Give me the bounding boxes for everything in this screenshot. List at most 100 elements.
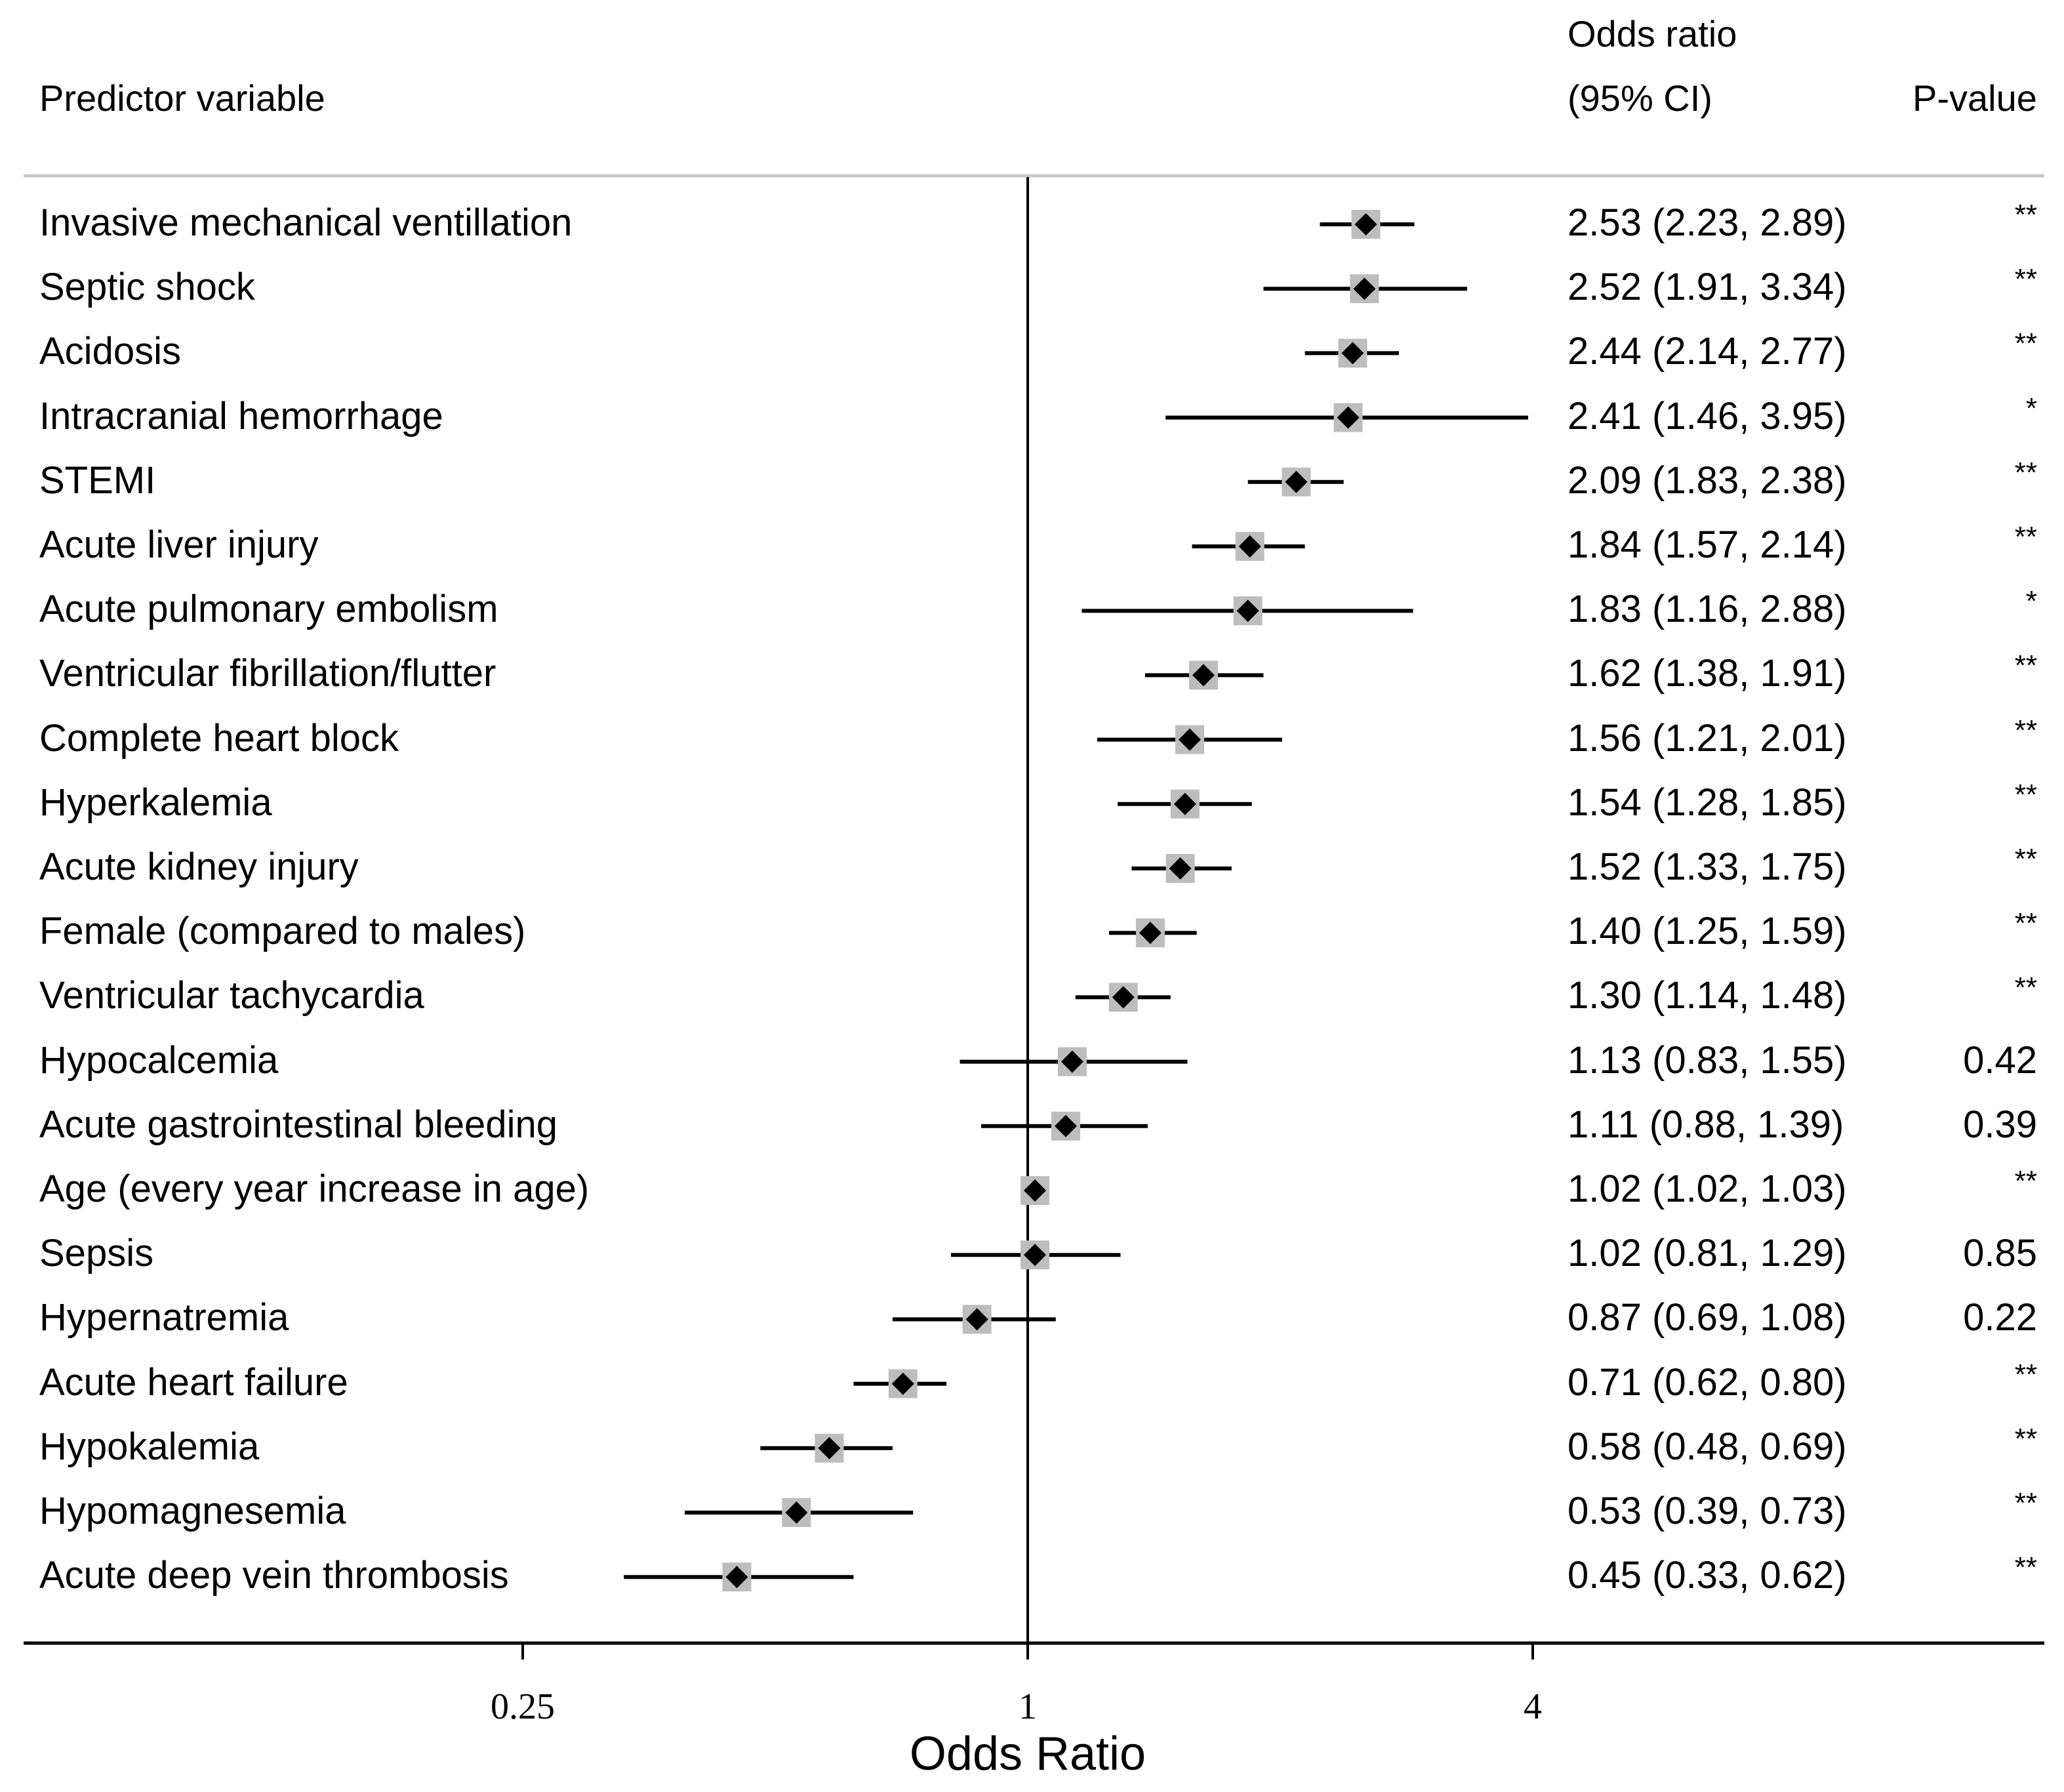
point-estimate-diamond: [1178, 728, 1201, 751]
point-estimate-diamond: [1192, 664, 1215, 687]
point-estimate-diamond: [1169, 857, 1192, 880]
point-estimate-diamond: [1054, 1114, 1077, 1137]
p-value: 0.39: [1963, 1103, 2037, 1146]
forest-row-marks: [1305, 338, 1399, 368]
forest-row-marks: [1118, 789, 1252, 819]
row-label: Age (every year increase in age): [39, 1168, 590, 1210]
forest-row-marks: [853, 1369, 947, 1398]
row-label: Hypocalcemia: [39, 1038, 279, 1082]
p-value: **: [2014, 1487, 2037, 1519]
row-label: Female (compared to males): [39, 910, 526, 953]
odds-ratio-ci-value: 1.02 (0.81, 1.29): [1568, 1232, 1847, 1275]
row-label: Acute pulmonary embolism: [39, 588, 498, 631]
row-label: Hypomagnesemia: [39, 1490, 346, 1532]
row-label: Hyperkalemia: [39, 781, 272, 824]
odds-ratio-ci-value: 0.87 (0.69, 1.08): [1568, 1296, 1847, 1339]
point-estimate-diamond: [1112, 986, 1135, 1009]
odds-ratio-ci-value: 1.13 (0.83, 1.55): [1568, 1038, 1847, 1082]
p-value: *: [2025, 392, 2037, 424]
p-value: **: [2014, 1165, 2037, 1197]
odds-ratio-ci-value: 1.84 (1.57, 2.14): [1568, 523, 1847, 566]
odds-ratio-ci-value: 2.44 (2.14, 2.77): [1568, 330, 1847, 373]
row-label: Hypokalemia: [39, 1425, 260, 1468]
row-label: STEMI: [39, 458, 156, 502]
row-label: Acute kidney injury: [39, 845, 359, 888]
x-tick-label: 1: [1019, 1686, 1037, 1727]
p-value: 0.22: [1963, 1296, 2037, 1339]
odds-ratio-ci-value: 0.45 (0.33, 0.62): [1568, 1554, 1847, 1597]
forest-row-marks: [1131, 854, 1232, 883]
point-estimate-diamond: [725, 1566, 748, 1589]
p-value: **: [2014, 649, 2037, 682]
p-value: **: [2014, 1422, 2037, 1455]
odds-ratio-ci-value: 2.41 (1.46, 3.95): [1568, 394, 1847, 438]
point-estimate-diamond: [1238, 535, 1261, 558]
p-value: **: [2014, 907, 2037, 940]
p-value: **: [2014, 1551, 2037, 1584]
odds-ratio-ci-value: 1.54 (1.28, 1.85): [1568, 781, 1847, 824]
odds-ratio-ci-value: 1.83 (1.16, 2.88): [1568, 588, 1847, 631]
forest-row-marks: [1082, 596, 1413, 626]
odds-ratio-ci-value: 2.09 (1.83, 2.38): [1568, 458, 1847, 502]
point-estimate-diamond: [818, 1436, 841, 1459]
row-label: Hypernatremia: [39, 1296, 289, 1339]
point-estimate-diamond: [965, 1308, 988, 1331]
odds-ratio-header: Odds ratio: [1568, 13, 1737, 54]
row-label: Sepsis: [39, 1232, 154, 1275]
point-estimate-diamond: [1341, 342, 1364, 365]
p-value: *: [2025, 585, 2037, 618]
point-estimate-diamond: [1337, 406, 1360, 429]
p-value: **: [2014, 1358, 2037, 1391]
predictor-header: Predictor variable: [39, 77, 325, 119]
odds-ratio-ci-value: 1.30 (1.14, 1.48): [1568, 974, 1847, 1017]
p-value: 0.42: [1963, 1038, 2037, 1082]
x-tick-label: 4: [1524, 1686, 1542, 1727]
point-estimate-diamond: [1353, 277, 1376, 300]
odds-ratio-ci-value: 0.53 (0.39, 0.73): [1568, 1490, 1847, 1532]
odds-ratio-ci-value: 0.71 (0.62, 0.80): [1568, 1360, 1847, 1404]
forest-row-marks: [1320, 210, 1415, 239]
p-value: **: [2014, 521, 2037, 553]
forest-row-marks: [760, 1433, 893, 1463]
pvalue-header: P-value: [1912, 77, 2037, 119]
row-label: Septic shock: [39, 266, 255, 309]
row-label: Invasive mechanical ventillation: [39, 201, 573, 244]
x-axis-title: Odds Ratio: [909, 1728, 1146, 1780]
forest-row-marks: [892, 1305, 1056, 1334]
forest-row-marks: [1108, 918, 1197, 948]
point-estimate-diamond: [1023, 1179, 1046, 1202]
forest-row-marks: [960, 1047, 1188, 1076]
row-label: Acidosis: [39, 330, 181, 373]
row-label: Acute heart failure: [39, 1360, 348, 1404]
odds-ratio-ci-value: 0.58 (0.48, 0.69): [1568, 1425, 1847, 1468]
forest-row-marks: [1144, 661, 1264, 690]
odds-ratio-ci-value: 1.02 (1.02, 1.03): [1568, 1168, 1847, 1210]
odds-ratio-ci-value: 2.53 (2.23, 2.89): [1568, 201, 1847, 244]
row-label: Ventricular tachycardia: [39, 974, 424, 1017]
forest-row-marks: [1097, 725, 1282, 754]
p-value: **: [2014, 263, 2037, 296]
row-label: Complete heart block: [39, 716, 399, 760]
point-estimate-diamond: [1173, 792, 1196, 815]
odds-ratio-ci-value: 1.11 (0.88, 1.39): [1568, 1103, 1844, 1146]
point-estimate-diamond: [891, 1372, 914, 1395]
forest-row-marks: [624, 1562, 854, 1592]
forest-row-marks: [1075, 983, 1171, 1012]
row-label: Acute gastrointestinal bleeding: [39, 1103, 557, 1146]
forest-row-marks: [1192, 532, 1305, 561]
p-value: **: [2014, 971, 2037, 1004]
odds-ratio-ci-value: 2.52 (1.91, 3.34): [1568, 266, 1847, 309]
odds-ratio-ci-value: 1.62 (1.38, 1.91): [1568, 652, 1847, 695]
p-value: **: [2014, 456, 2037, 489]
point-estimate-diamond: [1354, 213, 1377, 235]
p-value: **: [2014, 714, 2037, 746]
forest-row-marks: [1247, 467, 1344, 497]
row-label: Acute liver injury: [39, 523, 319, 566]
row-label: Intracranial hemorrhage: [39, 394, 443, 438]
row-label: Acute deep vein thrombosis: [39, 1554, 509, 1597]
p-value: **: [2014, 327, 2037, 360]
forest-row-marks: [1165, 403, 1529, 432]
point-estimate-diamond: [785, 1501, 808, 1524]
forest-row-marks: [684, 1498, 914, 1527]
